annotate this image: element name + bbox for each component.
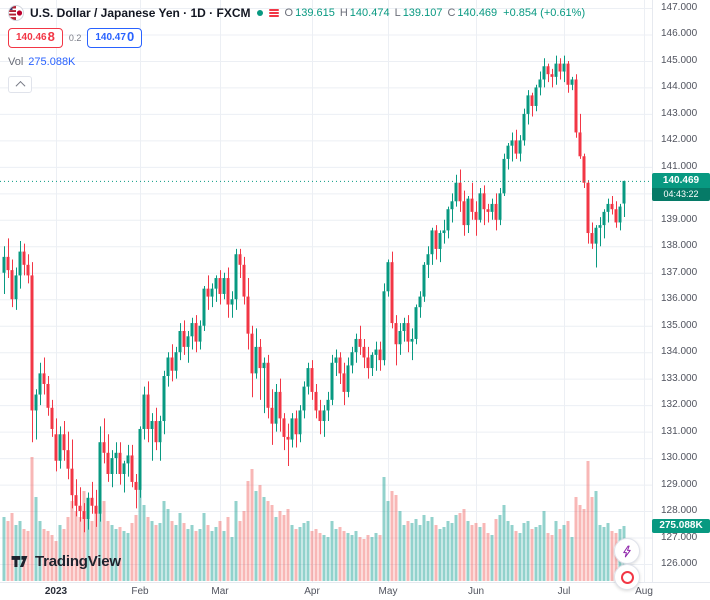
low-label: L xyxy=(394,7,401,19)
market-open-icon xyxy=(256,10,263,16)
ohlc-readout: O 139.615 H 140.474 L 139.107 C 140.469 xyxy=(285,7,498,19)
high-label: H xyxy=(339,7,348,19)
time-tick-label: Jul xyxy=(557,586,571,597)
boost-button[interactable] xyxy=(614,538,640,564)
collapse-pane-button[interactable] xyxy=(8,76,32,93)
time-tick-label: 2023 xyxy=(44,586,68,597)
price-tick-label: 143.000 xyxy=(661,107,698,119)
price-tick-label: 142.000 xyxy=(661,134,698,146)
price-tick-label: 126.000 xyxy=(661,558,698,569)
buy-sell-widget: 140.468 0.2 140.470 xyxy=(8,28,585,48)
high-value: 140.474 xyxy=(349,7,390,19)
price-tick-label: 139.000 xyxy=(661,213,698,225)
price-tick-label: 127.000 xyxy=(661,531,698,543)
price-tick-label: 144.000 xyxy=(661,81,698,93)
time-tick-label: May xyxy=(378,586,398,597)
price-tick-label: 136.000 xyxy=(661,293,698,305)
price-tick-label: 133.000 xyxy=(661,372,698,384)
open-value: 139.615 xyxy=(295,7,335,19)
low-value: 139.107 xyxy=(402,7,443,19)
chevron-up-icon xyxy=(15,80,25,91)
price-tick-label: 141.000 xyxy=(661,160,698,172)
time-tick-label: Aug xyxy=(635,586,653,597)
spread-value: 0.2 xyxy=(68,33,82,43)
symbol-title[interactable]: U.S. Dollar / Japanese Yen · 1D · FXCM xyxy=(30,6,251,20)
chart-canvas[interactable] xyxy=(0,0,652,582)
time-tick-label: Mar xyxy=(211,586,229,597)
price-tick-label: 132.000 xyxy=(661,399,698,411)
bar-countdown: 04:43:22 xyxy=(652,187,710,201)
current-price-badge: 140.469 04:43:22 xyxy=(652,172,710,201)
time-tick-label: Apr xyxy=(304,586,320,597)
price-tick-label: 137.000 xyxy=(661,266,698,278)
buy-button[interactable]: 140.470 xyxy=(87,28,143,48)
record-button[interactable] xyxy=(614,564,640,590)
price-tick-label: 145.000 xyxy=(661,54,698,66)
currency-pair-icon xyxy=(8,5,24,21)
volume-legend: Vol 275.088K xyxy=(8,56,585,68)
time-tick-label: Jun xyxy=(467,586,485,597)
change-value: +0.854 (+0.61%) xyxy=(503,7,586,19)
time-axis[interactable]: 2023 Feb Mar Apr May Jun Jul Aug xyxy=(0,582,710,600)
price-tick-label: 138.000 xyxy=(661,240,698,252)
lightning-icon xyxy=(622,545,631,557)
volume-series xyxy=(2,457,626,581)
price-tick-label: 130.000 xyxy=(661,452,698,464)
buy-pip: 0 xyxy=(126,29,135,44)
tradingview-logo-text: TradingView xyxy=(35,553,121,570)
price-tick-label: 134.000 xyxy=(661,346,698,358)
sell-pip: 8 xyxy=(47,29,55,44)
tradingview-logo[interactable]: TradingView xyxy=(10,552,121,571)
candlestick-series xyxy=(2,55,626,533)
record-dot-icon xyxy=(620,570,634,584)
price-axis[interactable]: 126.000 127.000 128.000 129.000 130.000 131.0… xyxy=(652,0,710,582)
symbol-legend: U.S. Dollar / Japanese Yen · 1D · FXCM O… xyxy=(8,5,585,93)
sell-price: 140.46 xyxy=(16,32,47,43)
current-price-label: 140.469 xyxy=(652,172,710,188)
volume-value: 275.088K xyxy=(28,56,76,68)
price-tick-label: 147.000 xyxy=(661,2,698,13)
buy-price: 140.47 xyxy=(95,32,126,43)
data-feed-list-icon[interactable] xyxy=(268,8,279,18)
volume-value-badge: 275.088K xyxy=(652,518,710,533)
close-label: C xyxy=(447,7,456,19)
sell-button[interactable]: 140.468 xyxy=(8,28,63,48)
price-tick-label: 129.000 xyxy=(661,478,698,490)
price-tick-label: 128.000 xyxy=(661,505,698,517)
price-tick-label: 135.000 xyxy=(661,319,698,331)
tradingview-logo-icon xyxy=(11,555,28,568)
price-tick-label: 146.000 xyxy=(661,28,698,40)
time-tick-label: Feb xyxy=(131,586,149,597)
volume-label: Vol xyxy=(8,56,24,68)
price-tick-label: 131.000 xyxy=(661,425,698,437)
close-value: 140.469 xyxy=(457,7,498,19)
open-label: O xyxy=(284,7,294,19)
